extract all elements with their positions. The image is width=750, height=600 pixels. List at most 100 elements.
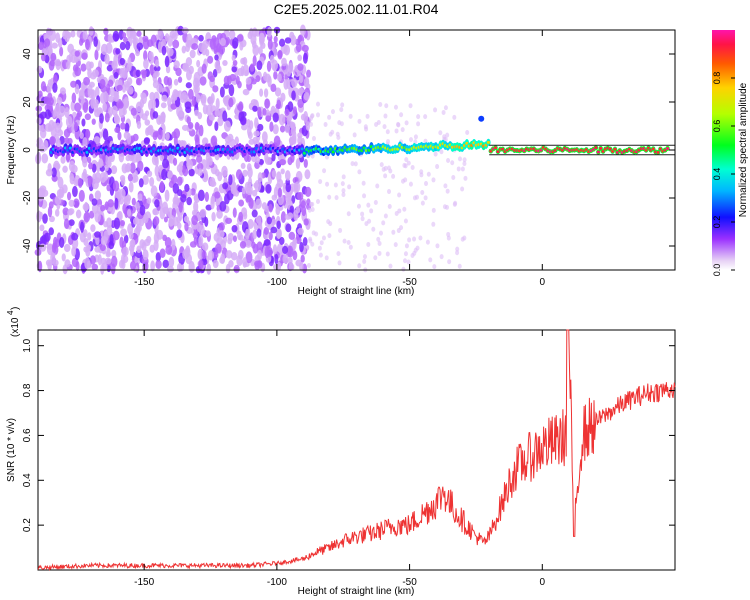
- spectrogram-cell: [295, 206, 301, 214]
- spectrogram-cell: [287, 101, 294, 112]
- spectrogram-cell: [131, 152, 138, 164]
- spectrogram-cell: [245, 77, 252, 85]
- spectrogram-cell: [302, 151, 307, 155]
- snr-multiplier: (x10 4 ): [6, 307, 21, 337]
- spectrogram-cell: [408, 181, 413, 187]
- spectrogram-cell: [119, 41, 126, 51]
- spectrogram-cell: [91, 118, 96, 125]
- spectrogram-cell: [465, 129, 470, 135]
- spectrogram-cell: [142, 249, 149, 261]
- spectrogram-cell: [242, 257, 248, 268]
- spectrogram-cell: [342, 238, 347, 244]
- spectrogram-cell: [410, 165, 415, 171]
- spectrogram-cell: [230, 252, 238, 261]
- spectrogram-cell: [256, 228, 262, 238]
- spectrogram-cell: [384, 103, 389, 109]
- spectrogram-cell: [304, 169, 311, 180]
- spectrogram-cell: [82, 29, 88, 40]
- spectrogram-cell: [64, 259, 71, 268]
- spectrogram-cell: [225, 263, 231, 274]
- spectrogram-cell: [118, 106, 126, 118]
- spectrogram-cell: [307, 207, 312, 213]
- spectrogram-cell: [339, 107, 344, 113]
- spectrogram-cell: [252, 55, 257, 67]
- spectrogram-cell: [193, 236, 198, 246]
- spectrogram-cell: [278, 113, 286, 126]
- spectrogram-cell: [218, 44, 225, 55]
- spectrogram-cell: [219, 86, 225, 98]
- spectrogram-cell: [206, 263, 212, 275]
- spectrogram-cell: [315, 101, 320, 107]
- spectrogram-cell: [439, 254, 444, 260]
- spectrogram-cell: [341, 174, 346, 180]
- spectrogram-cell: [301, 44, 309, 53]
- spectrogram-cell: [76, 110, 83, 118]
- spectrogram-cell: [284, 124, 291, 134]
- spectrogram-cell: [385, 251, 390, 257]
- snr-frame: [37, 329, 676, 571]
- spectrogram-cell: [143, 58, 149, 70]
- spectrogram-cell: [371, 226, 376, 232]
- spectrogram-cell: [123, 196, 131, 206]
- spectrogram-cell: [210, 92, 215, 104]
- spectrogram-cell: [294, 181, 301, 193]
- spectrogram-cell: [47, 206, 53, 218]
- spectrogram-cell: [366, 202, 371, 208]
- spectrogram-cell: [287, 212, 294, 220]
- spectrogram-cell: [410, 252, 415, 258]
- spectrogram-cell: [452, 114, 457, 120]
- spectrogram-cell: [135, 69, 141, 78]
- spectrogram-cell: [75, 209, 82, 219]
- spectrogram-cell: [177, 76, 183, 83]
- spectrogram-cell: [257, 106, 262, 118]
- spectrogram-cell: [152, 131, 158, 141]
- spectrogram-cell: [357, 263, 362, 269]
- spectrogram-cell: [259, 36, 265, 43]
- spectrogram-cell: [286, 115, 291, 127]
- spectrogram-cell: [257, 123, 264, 132]
- spectrogram-cell: [382, 124, 387, 130]
- spectrogram-cell: [216, 209, 223, 219]
- spectrogram-cell: [455, 246, 460, 252]
- spectrogram-cell: [114, 197, 119, 210]
- spectrogram-cell: [157, 128, 163, 140]
- spectrogram-cell: [167, 170, 173, 179]
- spectrogram-cell: [450, 160, 455, 166]
- spectrogram-cell: [236, 34, 244, 42]
- spectrogram-cell: [188, 168, 195, 177]
- spectrogram-cell: [143, 238, 151, 247]
- spectrogram-cell: [46, 82, 52, 94]
- spectrogram-cell: [177, 25, 185, 36]
- spectrogram-cell: [268, 203, 273, 212]
- spectrogram-cell: [180, 193, 187, 203]
- spectrogram-cell: [106, 184, 111, 192]
- spectrogram-cell: [103, 171, 109, 181]
- spectrogram-cell: [136, 42, 144, 51]
- spectrogram-cell: [228, 29, 236, 40]
- spectrogram-cell: [196, 162, 204, 171]
- spectrogram-cell: [36, 152, 42, 164]
- spectrogram-cell: [142, 35, 149, 42]
- spectrogram-cell: [62, 165, 68, 173]
- spectrogram-cell: [207, 156, 213, 166]
- y-tick-label: 20: [22, 96, 33, 108]
- spectrogram-cell: [209, 75, 215, 83]
- spectrogram-cell: [265, 183, 272, 194]
- spectrogram-cell: [138, 178, 144, 188]
- snr-x-ticks: -150 -100 -50 0: [134, 330, 546, 588]
- spectrogram-cell: [152, 72, 158, 84]
- spectrogram-cell: [143, 50, 148, 61]
- spectrogram-cell: [463, 175, 468, 181]
- spectrogram-cell: [82, 102, 89, 113]
- spectrogram-cell: [443, 183, 448, 189]
- spectrogram-cell: [287, 245, 294, 258]
- spectrogram-cell: [153, 216, 160, 226]
- spectrogram-cell: [257, 249, 263, 261]
- spectrogram-cell: [84, 113, 91, 121]
- spectrogram-cell: [388, 168, 393, 174]
- spectrogram-cell: [104, 154, 112, 166]
- spectrogram-cell: [172, 93, 178, 101]
- spectrogram-cell: [397, 208, 402, 214]
- spectrogram-cell: [39, 111, 47, 119]
- spectrogram-cell: [118, 29, 124, 41]
